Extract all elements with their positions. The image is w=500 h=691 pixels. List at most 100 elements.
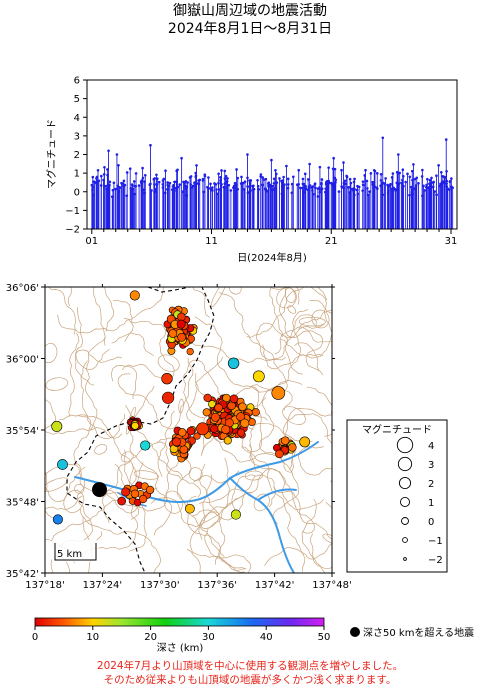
epicenter-marker xyxy=(177,428,187,437)
magnitude-point xyxy=(320,178,324,181)
magnitude-point xyxy=(164,169,167,172)
magnitude-point xyxy=(153,177,157,180)
magnitude-point xyxy=(141,166,144,170)
epicenter-marker xyxy=(288,443,297,452)
epicenter-marker xyxy=(236,412,246,422)
magnitude-point xyxy=(347,186,350,189)
epicenter-marker xyxy=(214,403,223,413)
magnitude-point xyxy=(211,186,214,189)
magnitude-point xyxy=(375,172,379,175)
magnitude-point xyxy=(132,180,136,183)
magnitude-point xyxy=(100,174,103,178)
epicenter-marker xyxy=(140,440,151,451)
magnitude-point xyxy=(404,180,407,184)
latitude-tick-label: 36°06' xyxy=(6,283,39,294)
magnitude-point xyxy=(173,180,176,184)
magnitude-point xyxy=(201,177,205,181)
magnitude-point xyxy=(323,190,327,194)
epicenter-marker xyxy=(229,394,239,404)
legend-label: 4 xyxy=(428,441,434,452)
magnitude-point xyxy=(410,169,414,173)
magnitude-point xyxy=(248,181,252,185)
magnitude-point xyxy=(412,163,415,166)
depth-tick-label: 30 xyxy=(202,632,215,643)
legend-label: 1 xyxy=(428,498,434,509)
epicenter-marker xyxy=(252,370,265,383)
magnitude-point xyxy=(290,191,294,195)
epicenter-marker xyxy=(186,347,194,356)
magnitude-point xyxy=(215,192,219,196)
epicenter-marker xyxy=(117,496,126,506)
magnitude-point xyxy=(264,177,268,181)
epicenter-marker xyxy=(92,482,107,498)
magnitude-tick-label: 0 xyxy=(74,187,80,198)
magnitude-point xyxy=(227,183,231,187)
magnitude-point xyxy=(297,168,301,172)
magnitude-point xyxy=(428,178,432,182)
observation-note: 2024年7月より山頂域を中心に使用する観測点を増やしました。 そのため従来より… xyxy=(0,659,500,687)
magnitude-point xyxy=(280,192,284,196)
chart-title: 御嶽山周辺域の地震活動 xyxy=(173,3,327,19)
magnitude-point xyxy=(421,168,424,172)
magnitude-point xyxy=(318,165,322,169)
magnitude-point xyxy=(422,184,425,188)
magnitude-point xyxy=(161,182,165,186)
magnitude-point xyxy=(444,138,448,141)
magnitude-point xyxy=(149,143,152,147)
magnitude-point xyxy=(131,184,134,188)
magnitude-point xyxy=(406,172,409,176)
legend-marker xyxy=(400,497,411,508)
magnitude-point xyxy=(161,186,165,189)
prefecture-boundary xyxy=(66,287,215,573)
magnitude-point xyxy=(415,176,419,180)
legend-label: 2 xyxy=(428,479,434,490)
epicenter-marker xyxy=(176,319,186,329)
magnitude-point xyxy=(112,181,116,185)
magnitude-point xyxy=(280,181,284,184)
epicenter-marker xyxy=(52,514,63,525)
magnitude-point xyxy=(246,153,249,156)
magnitude-point xyxy=(128,167,132,171)
magnitude-point xyxy=(353,177,356,181)
magnitude-point xyxy=(134,172,138,175)
magnitude-point xyxy=(308,162,311,166)
magnitude-point xyxy=(333,167,337,171)
magnitude-point xyxy=(375,186,379,190)
epicenter-marker xyxy=(193,432,201,440)
magnitude-point xyxy=(348,177,352,181)
epicenter-marker xyxy=(280,436,290,445)
day-tick-label: 21 xyxy=(325,236,338,247)
magnitude-point xyxy=(286,183,290,186)
legend-label: −2 xyxy=(428,555,443,566)
epicenter-marker xyxy=(177,332,187,342)
magnitude-point xyxy=(340,168,343,172)
magnitude-point xyxy=(327,166,330,169)
magnitude-point xyxy=(371,182,375,186)
magnitude-point xyxy=(157,180,161,184)
epicenter-marker xyxy=(210,412,220,422)
magnitude-point xyxy=(223,186,226,189)
epicenter-marker xyxy=(185,503,195,514)
epicenter-marker xyxy=(223,436,232,445)
epicenter-marker xyxy=(230,509,241,520)
magnitude-point xyxy=(206,185,209,189)
magnitude-point xyxy=(194,184,197,187)
magnitude-point xyxy=(91,175,95,179)
magnitude-point xyxy=(95,181,99,184)
longitude-tick-label: 137°24' xyxy=(83,580,123,591)
day-tick-label: 01 xyxy=(85,236,98,247)
magnitude-point xyxy=(274,168,277,172)
magnitude-point xyxy=(397,153,400,156)
magnitude-point xyxy=(326,186,329,189)
epicenter-marker xyxy=(271,386,286,400)
magnitude-point xyxy=(261,183,264,187)
depth-tick-label: 20 xyxy=(144,632,157,643)
magnitude-point xyxy=(252,187,256,191)
magnitude-point xyxy=(329,181,333,185)
magnitude-point xyxy=(111,188,115,192)
epicenter-marker xyxy=(51,420,63,432)
epicenter-marker xyxy=(202,408,211,417)
magnitude-point xyxy=(440,170,443,174)
magnitude-point xyxy=(426,177,429,181)
deep-quake-label: 深さ50 kmを超える地震 xyxy=(363,626,474,639)
